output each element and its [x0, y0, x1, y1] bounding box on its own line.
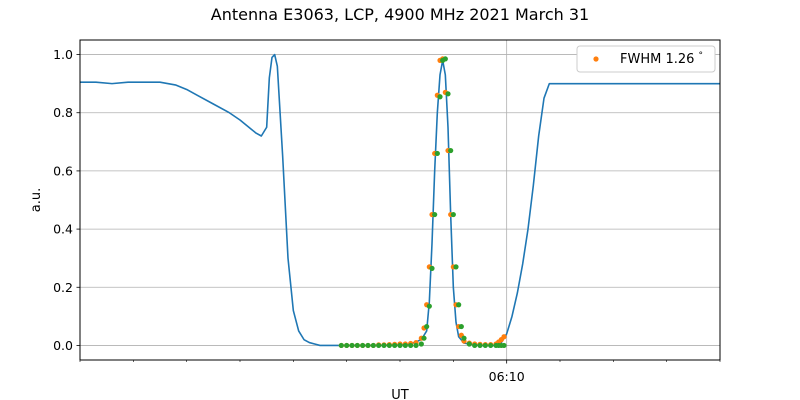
legend-degree-symbol: °	[699, 51, 704, 61]
data-point	[434, 150, 440, 157]
data-point	[448, 147, 454, 154]
data-point	[424, 323, 430, 330]
data-point	[442, 56, 448, 62]
data-point	[397, 342, 403, 349]
scatter-series-1	[338, 56, 507, 349]
data-point	[381, 342, 387, 349]
data-point	[445, 91, 451, 97]
data-point	[392, 342, 398, 349]
data-point	[432, 211, 438, 218]
data-point	[426, 303, 432, 309]
x-axis-label: UT	[391, 388, 409, 400]
plot-frame	[79, 39, 721, 361]
legend-label: FWHM 1.26 °	[620, 51, 703, 67]
series-layer	[80, 53, 720, 349]
data-point	[349, 342, 355, 349]
data-point	[402, 342, 408, 349]
grid	[80, 40, 720, 360]
y-tick-label: 0.2	[53, 280, 73, 295]
data-point	[488, 342, 494, 349]
y-axis-label: a.u.	[29, 188, 44, 212]
chart-title: Antenna E3063, LCP, 4900 MHz 2021 March …	[211, 5, 589, 24]
y-tick-label: 1.0	[53, 47, 73, 62]
data-point	[344, 342, 350, 349]
data-point	[453, 264, 459, 270]
data-point	[461, 335, 467, 341]
data-point	[413, 342, 419, 349]
y-tick-label: 0.6	[53, 163, 73, 178]
data-point	[466, 341, 472, 347]
legend-marker	[593, 56, 599, 62]
data-point	[450, 211, 456, 218]
y-tick-label: 0.8	[53, 105, 73, 120]
legend: FWHM 1.26 °	[576, 45, 716, 73]
y-tick-label: 0.0	[53, 338, 73, 353]
y-tick-label: 0.4	[53, 222, 73, 237]
data-point	[370, 342, 376, 349]
data-point	[437, 94, 443, 100]
data-point	[408, 342, 414, 349]
data-point	[365, 342, 371, 349]
scatter-series-2	[338, 56, 507, 349]
data-point	[472, 342, 478, 349]
data-point	[458, 323, 464, 330]
data-point	[429, 265, 435, 271]
data-point	[477, 342, 483, 349]
data-point	[482, 342, 488, 349]
data-point	[456, 302, 462, 308]
data-point	[501, 342, 507, 349]
data-point	[501, 334, 507, 340]
data-point	[360, 342, 366, 349]
data-point	[418, 341, 424, 347]
data-point	[421, 335, 427, 341]
series-line	[80, 53, 720, 347]
data-point	[386, 342, 392, 349]
legend-box	[576, 45, 716, 73]
data-point	[338, 342, 344, 349]
ticks: 0.0 0.2 0.4 0.6 0.8 1.0 06:10	[53, 47, 721, 384]
data-point	[354, 342, 360, 349]
x-tick-label: 06:10	[489, 369, 525, 384]
data-point	[376, 342, 382, 349]
